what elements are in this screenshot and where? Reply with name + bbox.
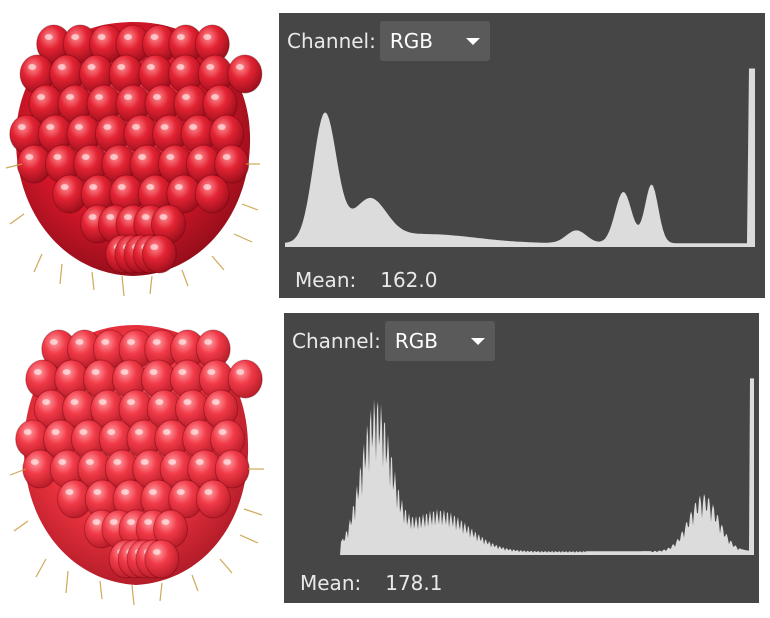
channel-dropdown[interactable]: RGB (384, 321, 495, 361)
mean-value: 162.0 (380, 268, 438, 292)
chevron-down-icon (470, 337, 485, 345)
row-adjusted: Channel: RGB Mean: 178.1 (0, 305, 770, 618)
mean-label: Mean: (300, 571, 362, 595)
mean-value: 178.1 (385, 571, 443, 595)
histogram-panel: Channel: RGB Mean: 178.1 (284, 313, 759, 603)
raspberry-image (9, 325, 264, 606)
channel-label: Channel: (292, 329, 381, 353)
channel-selector: Channel: RGB (292, 321, 495, 361)
channel-label: Channel: (287, 29, 376, 53)
chevron-down-icon (465, 37, 480, 45)
channel-selector: Channel: RGB (287, 21, 490, 61)
raspberry-image (5, 22, 263, 296)
channel-value: RGB (394, 329, 438, 353)
mean-readout: Mean: 178.1 (300, 571, 443, 595)
histogram-area (334, 378, 754, 555)
mean-label: Mean: (295, 268, 357, 292)
row-original: Channel: RGB Mean: 162.0 (0, 0, 770, 305)
histogram (334, 378, 754, 555)
histogram-area (285, 68, 755, 247)
mean-readout: Mean: 162.0 (295, 268, 438, 292)
channel-dropdown[interactable]: RGB (379, 21, 490, 61)
channel-value: RGB (389, 29, 433, 53)
histogram-panel: Channel: RGB Mean: 162.0 (279, 13, 765, 298)
histogram (285, 68, 755, 247)
